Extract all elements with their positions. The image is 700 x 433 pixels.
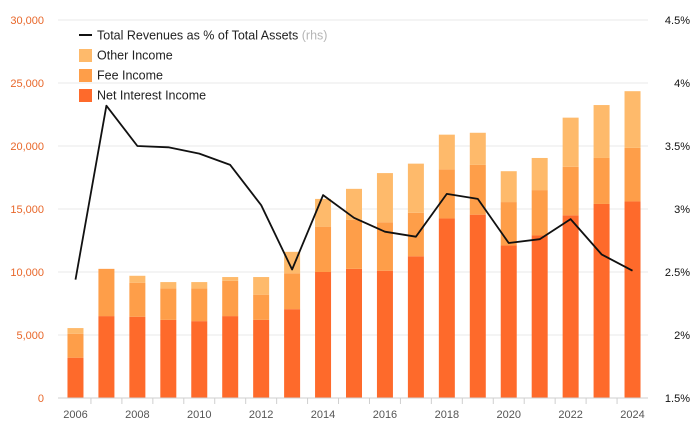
revenue-ratio-line: [74, 104, 633, 280]
bar-other-income: [129, 275, 146, 283]
legend-swatch-net-interest-income: [79, 89, 92, 102]
bar-fee-income: [346, 219, 362, 269]
bar-fee-income: [624, 147, 641, 202]
x-tick-label: 2014: [311, 409, 335, 421]
x-tick-label: 2012: [249, 409, 273, 421]
y-right-tick-label: 3.5%: [665, 141, 690, 153]
bar-fee-income: [129, 282, 146, 317]
bar-other-income: [500, 171, 517, 203]
legend: Total Revenues as % of Total Assets (rhs…: [79, 29, 327, 103]
legend-swatch-fee-income: [79, 69, 92, 82]
y-right-tick-label: 2.5%: [665, 267, 690, 279]
bar-other-income: [67, 328, 84, 334]
bar-fee-income: [67, 333, 84, 358]
bar-fee-income: [191, 288, 208, 322]
bar-net-interest-income: [624, 201, 641, 398]
bar-fee-income: [98, 268, 115, 317]
x-tick-label: 2024: [620, 409, 644, 421]
x-tick-label: 2006: [63, 409, 87, 421]
bar-net-interest-income: [531, 235, 548, 398]
bar-other-income: [376, 173, 393, 223]
bar-net-interest-income: [593, 203, 610, 398]
bar-net-interest-income: [469, 214, 486, 398]
bar-net-interest-income: [222, 316, 239, 398]
bar-other-income: [284, 251, 301, 274]
bar-net-interest-income: [562, 215, 579, 398]
bar-fee-income: [284, 273, 301, 310]
bar-other-income: [438, 134, 455, 170]
bar-net-interest-income: [191, 321, 208, 398]
y-right-tick-label: 3%: [674, 204, 690, 216]
y-right-tick-label: 4%: [674, 78, 690, 90]
bar-other-income: [222, 277, 239, 281]
legend-label-net-interest-income: Net Interest Income: [97, 89, 206, 103]
x-tick-label: 2008: [125, 409, 149, 421]
bar-fee-income: [407, 212, 424, 257]
bar-other-income: [531, 157, 548, 191]
bar-other-income: [253, 277, 270, 295]
bar-net-interest-income: [253, 319, 270, 398]
bar-fee-income: [222, 280, 239, 317]
bar-fee-income: [469, 164, 486, 215]
bar-net-interest-income: [346, 268, 362, 398]
bar-fee-income: [562, 166, 579, 216]
bar-fee-income: [593, 157, 610, 204]
bar-fee-income: [160, 288, 177, 320]
bar-net-interest-income: [438, 218, 455, 398]
y-right-tick-label: 4.5%: [665, 15, 690, 27]
x-tick-label: 2020: [496, 409, 520, 421]
bar-net-interest-income: [160, 319, 177, 398]
bar-other-income: [624, 91, 641, 148]
bar-net-interest-income: [407, 256, 424, 398]
bar-net-interest-income: [500, 245, 517, 398]
bar-other-income: [160, 282, 177, 289]
bar-net-interest-income: [67, 357, 84, 398]
y-left-tick-label: 15,000: [10, 204, 44, 216]
bar-net-interest-income: [98, 316, 115, 398]
bar-other-income: [469, 132, 486, 165]
x-tick-label: 2022: [558, 409, 582, 421]
y-right-tick-label: 2%: [674, 330, 690, 342]
legend-swatch-other-income: [79, 49, 92, 62]
y-left-tick-label: 0: [38, 393, 44, 405]
legend-label-fee-income: Fee Income: [97, 69, 163, 83]
bar-fee-income: [315, 226, 332, 272]
bar-fee-income: [376, 222, 393, 271]
x-tick-label: 2016: [373, 409, 397, 421]
bar-other-income: [562, 117, 579, 167]
bar-fee-income: [531, 190, 548, 236]
bar-fee-income: [253, 294, 270, 320]
y-left-tick-label: 30,000: [10, 15, 44, 27]
y-left-tick-label: 25,000: [10, 78, 44, 90]
bar-other-income: [191, 282, 208, 289]
bar-fee-income: [500, 202, 517, 246]
bar-other-income: [315, 198, 332, 227]
revenue-ratio-line-layer: [74, 104, 633, 280]
bar-other-income: [593, 105, 610, 158]
y-left-tick-label: 10,000: [10, 267, 44, 279]
bar-net-interest-income: [376, 270, 393, 398]
bar-net-interest-income: [129, 316, 146, 398]
x-tick-label: 2010: [187, 409, 211, 421]
bar-net-interest-income: [284, 309, 301, 398]
y-right-tick-label: 1.5%: [665, 393, 690, 405]
legend-label-rhs-note: (rhs): [302, 29, 328, 43]
axes: 0 5,000 10,000 15,000 20,000 25,000 30,000 1.5%…: [10, 15, 690, 421]
bars: [67, 91, 641, 398]
bar-other-income: [346, 188, 362, 220]
legend-label-revenue-ratio: Total Revenues as % of Total Assets (rhs…: [97, 29, 327, 43]
legend-label-other-income: Other Income: [97, 49, 173, 63]
bar-other-income: [407, 163, 424, 213]
y-left-tick-label: 5,000: [16, 330, 44, 342]
y-left-tick-label: 20,000: [10, 141, 44, 153]
x-tick-label: 2018: [435, 409, 459, 421]
bar-net-interest-income: [315, 272, 332, 398]
